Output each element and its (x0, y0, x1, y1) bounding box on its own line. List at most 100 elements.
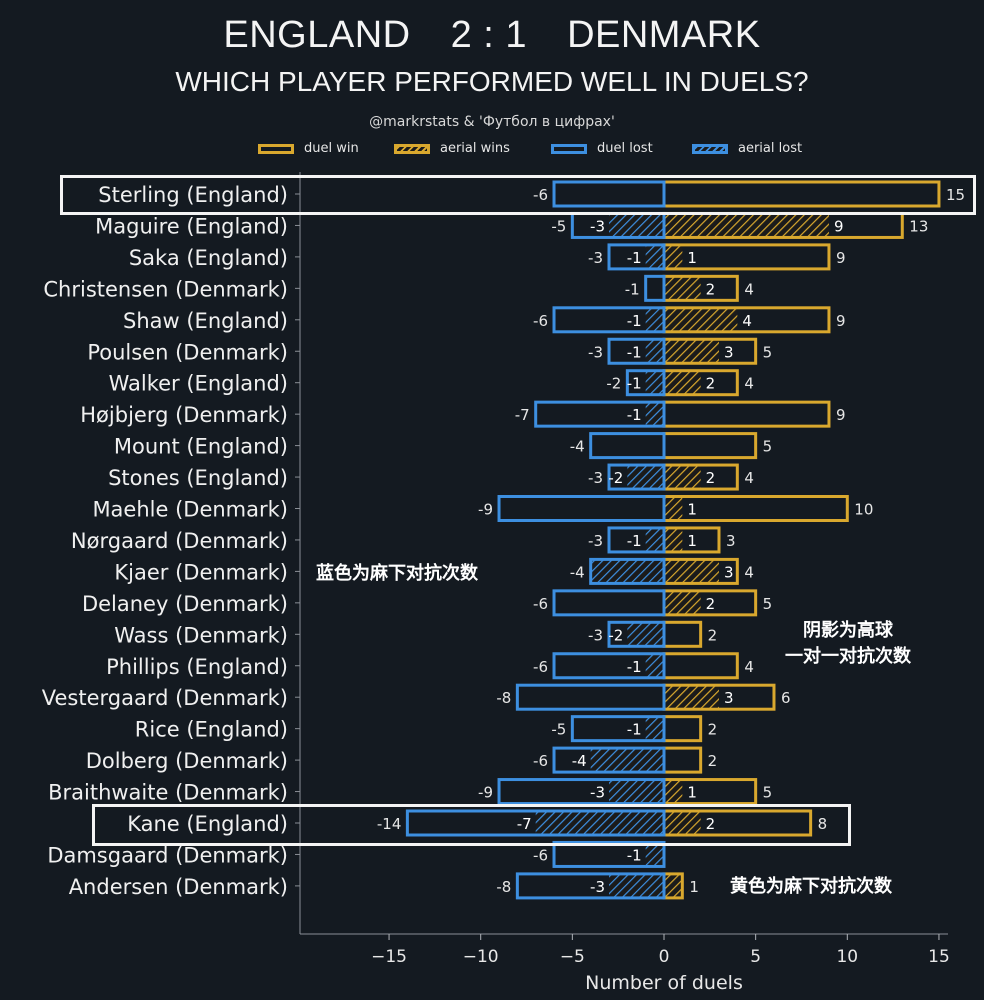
legend-item-duel-win: duel win (258, 141, 359, 156)
legend-item-duel-lost: duel lost (551, 141, 653, 156)
data-label-aerial-win: 3 (724, 563, 734, 581)
data-label-aerial-lost: -1 (627, 249, 642, 267)
category-label: Sterling (England) (98, 183, 288, 207)
bar-aerial-lost (590, 748, 664, 773)
bar-aerial-lost (627, 622, 664, 647)
annotation-gold: 黄色为麻下对抗次数 (730, 876, 892, 897)
data-label-duel-win: 1 (689, 878, 699, 896)
category-label: Delaney (Denmark) (82, 592, 288, 616)
data-label-duel-win: 9 (836, 312, 846, 330)
bar-duel-lost (497, 495, 666, 522)
bar-duel-win (662, 432, 758, 460)
data-label-aerial-lost: -2 (608, 469, 623, 487)
data-label-aerial-win: 1 (687, 532, 697, 550)
bar-duel-lost (405, 809, 666, 837)
data-label-duel-win: 4 (744, 375, 754, 393)
category-label: Højbjerg (Denmark) (80, 403, 288, 427)
data-label-duel-lost: -3 (588, 343, 603, 361)
away-team: DENMARK (567, 14, 761, 56)
data-label-duel-lost: -6 (533, 595, 548, 613)
category-label: Wass (Denmark) (114, 623, 288, 647)
bar-duel-lost (607, 463, 666, 491)
data-label-duel-lost: -2 (606, 375, 621, 393)
x-axis-label: Number of duels (585, 972, 743, 994)
data-label-duel-win: 9 (836, 406, 846, 424)
data-label-duel-lost: -14 (377, 815, 402, 833)
category-label: Poulsen (Denmark) (87, 340, 288, 364)
bar-duel-win (662, 180, 941, 208)
bar-aerial-lost (645, 244, 664, 269)
data-label-duel-win: 4 (744, 280, 754, 298)
data-label-aerial-win: 2 (706, 469, 716, 487)
x-tick-label: 0 (659, 947, 670, 967)
annotation-hatch: 阴影为高球 一对一对抗次数 (785, 618, 911, 670)
legend-swatch-aerial-wins (394, 143, 430, 154)
legend-item-aerial-lost: aerial lost (692, 141, 802, 156)
bar-aerial-win (664, 811, 701, 835)
data-label-duel-win: 8 (818, 815, 828, 833)
bar-aerial-win (664, 276, 701, 301)
bar-aerial-win (664, 244, 683, 269)
bar-aerial-lost (645, 653, 664, 678)
data-label-duel-lost: -5 (551, 217, 566, 235)
data-label-aerial-lost: -7 (517, 815, 532, 833)
legend-label: duel win (304, 141, 359, 156)
bar-duel-win (662, 400, 831, 428)
category-label: Christensen (Denmark) (43, 277, 288, 301)
data-label-aerial-win: 3 (724, 689, 734, 707)
data-label-duel-win: 4 (744, 563, 754, 581)
data-label-duel-win: 5 (763, 343, 773, 361)
bar-aerial-win (664, 339, 719, 364)
category-label: Shaw (England) (123, 309, 288, 333)
data-label-aerial-lost: -1 (627, 846, 642, 864)
data-label-duel-lost: -1 (625, 280, 640, 298)
x-tick-label: −15 (371, 947, 407, 967)
data-label-duel-win: 9 (836, 249, 846, 267)
x-tick-label: −10 (463, 947, 499, 967)
chart-subtitle: WHICH PLAYER PERFORMED WELL IN DUELS? (175, 66, 809, 97)
legend-swatch-aerial-lost (692, 143, 728, 154)
bar-duel-lost (552, 840, 666, 868)
data-label-aerial-lost: -3 (590, 878, 605, 896)
bar-aerial-win (664, 465, 701, 490)
data-label-aerial-lost: -1 (627, 375, 642, 393)
bar-aerial-lost (645, 370, 664, 395)
legend-swatch-duel-lost (551, 143, 587, 154)
bar-aerial-lost (627, 465, 664, 490)
bar-duel-lost (607, 526, 666, 554)
data-label-duel-lost: -9 (478, 784, 493, 802)
data-label-duel-win: 10 (854, 501, 873, 519)
data-label-duel-win: 15 (946, 186, 965, 204)
bar-duel-win (662, 715, 703, 743)
bar-duel-lost (570, 715, 666, 743)
x-tick-label: −5 (560, 947, 585, 967)
data-label-duel-lost: -7 (515, 406, 530, 424)
data-label-aerial-win: 2 (706, 280, 716, 298)
category-label: Saka (England) (129, 246, 288, 270)
bar-aerial-lost (609, 873, 664, 898)
data-label-aerial-lost: -1 (627, 532, 642, 550)
legend: duel win aerial wins duel lost aerial lo… (0, 141, 984, 161)
data-label-duel-lost: -6 (533, 658, 548, 676)
bar-aerial-lost (535, 811, 664, 835)
data-label-aerial-win: 2 (706, 595, 716, 613)
data-label-aerial-win: 2 (706, 375, 716, 393)
data-label-duel-lost: -6 (533, 752, 548, 770)
category-label: Maehle (Denmark) (92, 498, 288, 522)
bar-duel-lost (552, 652, 666, 680)
bar-duel-lost (607, 337, 666, 365)
bar-duel-lost (497, 778, 666, 806)
data-label-aerial-lost: -1 (627, 312, 642, 330)
data-label-duel-win: 5 (763, 595, 773, 613)
bar-aerial-lost (645, 716, 664, 741)
bar-duel-lost (534, 400, 666, 428)
legend-label: aerial wins (440, 141, 510, 156)
data-label-aerial-lost: -1 (627, 658, 642, 676)
bar-duel-lost (589, 557, 666, 585)
category-label: Kane (England) (127, 812, 288, 836)
bar-duel-lost (625, 369, 666, 397)
bar-aerial-win (664, 873, 683, 898)
data-label-aerial-lost: -2 (608, 626, 623, 644)
bar-aerial-lost (645, 402, 664, 427)
data-label-duel-lost: -6 (533, 312, 548, 330)
